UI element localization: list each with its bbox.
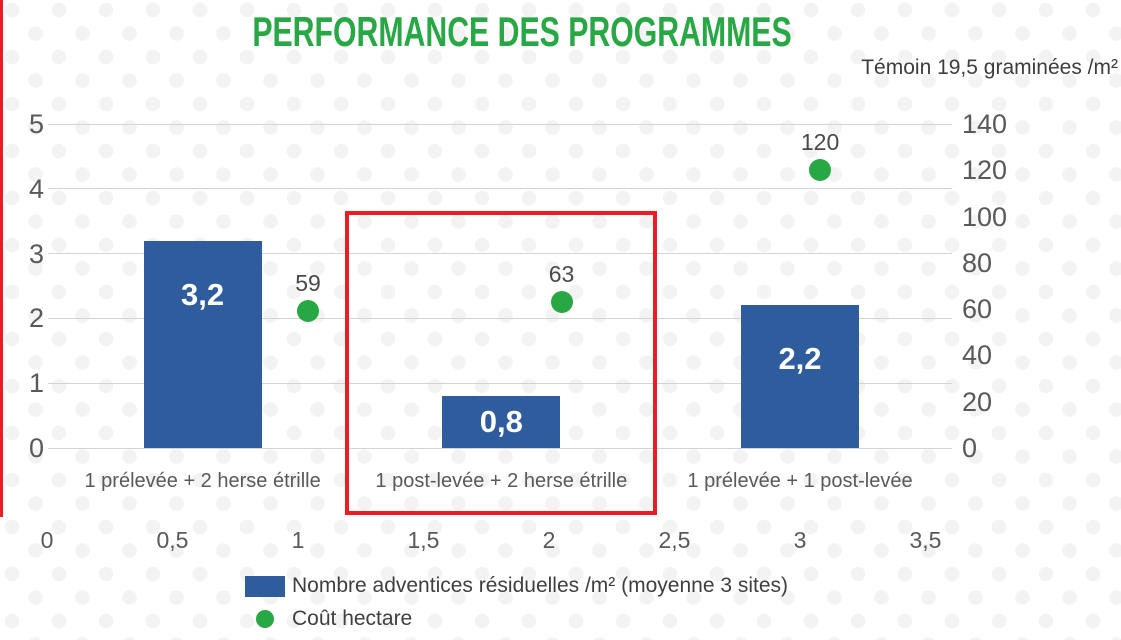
- gridline: [48, 382, 952, 384]
- bar: [143, 240, 262, 448]
- cost-value-label: 120: [800, 129, 840, 156]
- bar-value-label: 2,2: [778, 341, 822, 377]
- highlight-box: [345, 211, 657, 515]
- y-left-tick-label: 2: [28, 303, 44, 334]
- chart-title: PERFORMANCE DES PROGRAMMES: [252, 8, 792, 55]
- bar-value-label: 0,8: [479, 404, 523, 440]
- x-tick-label: 3: [793, 527, 807, 553]
- cost-point: [297, 300, 320, 323]
- y-right-tick-label: 60: [962, 294, 993, 325]
- y-left-tick-label: 3: [28, 238, 44, 269]
- x-tick-label: 3,5: [909, 527, 942, 553]
- y-right-tick-label: 80: [962, 247, 993, 278]
- y-left-tick-label: 5: [28, 109, 44, 139]
- y-left-tick-label: 1: [28, 368, 44, 399]
- x-tick-label: 0: [40, 527, 54, 553]
- bar-value-label: 3,2: [181, 276, 225, 312]
- gridline: [48, 253, 952, 255]
- cost-series-swatch: [256, 610, 274, 628]
- gridline: [48, 123, 952, 125]
- y-right-tick-label: 120: [962, 155, 1008, 186]
- y-right-tick-label: 0: [962, 433, 978, 463]
- category-label: 1 prélevée + 1 post-levée: [687, 470, 913, 492]
- gridline: [48, 188, 952, 190]
- bar: [741, 305, 859, 448]
- y-right-tick-label: 100: [962, 201, 1008, 232]
- cost-value-label: 59: [295, 270, 321, 297]
- category-label: 1 post-levée + 2 herse étrille: [375, 470, 628, 492]
- legend-label-cost: Coût hectare: [292, 607, 413, 630]
- x-tick-label: 1: [291, 527, 305, 553]
- x-tick-label: 1,5: [407, 527, 440, 553]
- cost-point: [550, 291, 573, 314]
- x-tick-label: 2,5: [658, 527, 691, 553]
- cost-value-label: 63: [548, 261, 575, 288]
- y-right-tick-label: 140: [962, 109, 1008, 139]
- category-label: 1 prélevée + 2 herse étrille: [84, 470, 321, 492]
- y-right-tick-label: 40: [962, 340, 993, 371]
- left-accent-line: [0, 0, 3, 517]
- bar-series-swatch: [245, 576, 285, 597]
- gridline: [48, 447, 952, 449]
- y-left-tick-label: 4: [28, 173, 44, 204]
- legend-label-bars: Nombre adventices résiduelles /m² (moyen…: [292, 574, 789, 597]
- gridline: [48, 317, 952, 319]
- y-left-tick-label: 0: [28, 433, 44, 463]
- x-tick-label: 0,5: [156, 527, 189, 553]
- control-note: Témoin 19,5 graminées /m²: [861, 56, 1118, 79]
- x-tick-label: 2: [542, 527, 556, 553]
- y-right-tick-label: 20: [962, 386, 993, 417]
- bar: [442, 396, 561, 448]
- cost-point: [809, 159, 832, 182]
